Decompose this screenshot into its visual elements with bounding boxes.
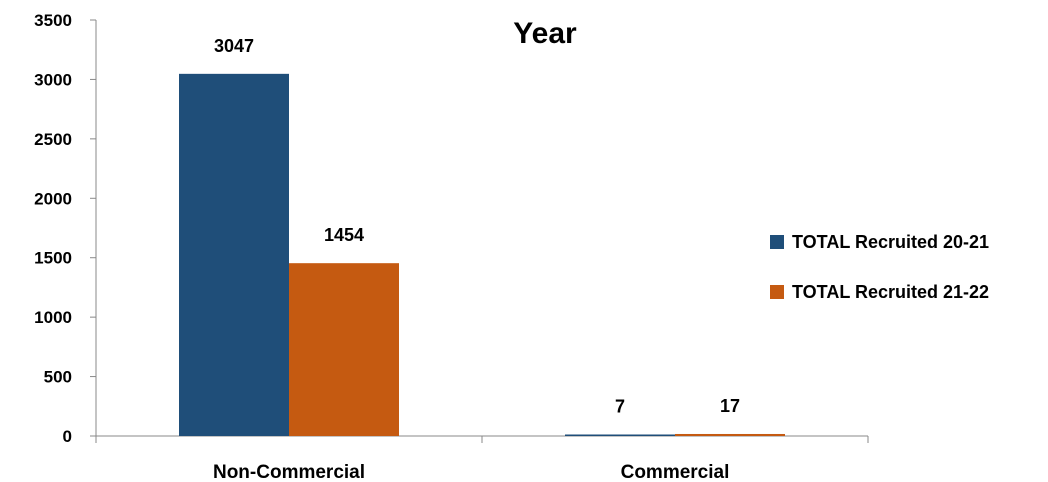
y-tick-label: 500 (44, 368, 72, 387)
y-axis: 0 500 1000 1500 2000 2500 3000 3500 (34, 11, 97, 446)
data-label: 1454 (324, 225, 364, 245)
bars (179, 73, 785, 436)
bar (179, 73, 289, 436)
chart-title: Year (513, 17, 577, 50)
data-labels: 3047 1454 7 17 (214, 36, 740, 417)
data-label: 7 (615, 397, 625, 417)
legend-label: TOTAL Recruited 21-22 (792, 282, 989, 302)
y-tick-label: 2500 (34, 130, 72, 149)
y-tick-label: 1500 (34, 249, 72, 268)
y-tick-label: 3000 (34, 70, 72, 89)
y-tick-label: 0 (63, 427, 72, 446)
bar (289, 263, 399, 436)
bar (675, 433, 785, 436)
legend-swatch (770, 285, 784, 299)
y-tick-label: 2000 (34, 189, 72, 208)
bar (565, 434, 675, 436)
legend: TOTAL Recruited 20-21 TOTAL Recruited 21-… (770, 232, 989, 302)
legend-label: TOTAL Recruited 20-21 (792, 232, 989, 252)
data-label: 17 (720, 396, 740, 416)
y-tick-label: 3500 (34, 11, 72, 30)
x-axis: Non-Commercial Commercial (95, 435, 869, 482)
data-label: 3047 (214, 36, 254, 56)
y-tick-label: 1000 (34, 308, 72, 327)
x-category-label: Non-Commercial (213, 462, 365, 482)
x-category-label: Commercial (621, 462, 730, 482)
legend-swatch (770, 235, 784, 249)
